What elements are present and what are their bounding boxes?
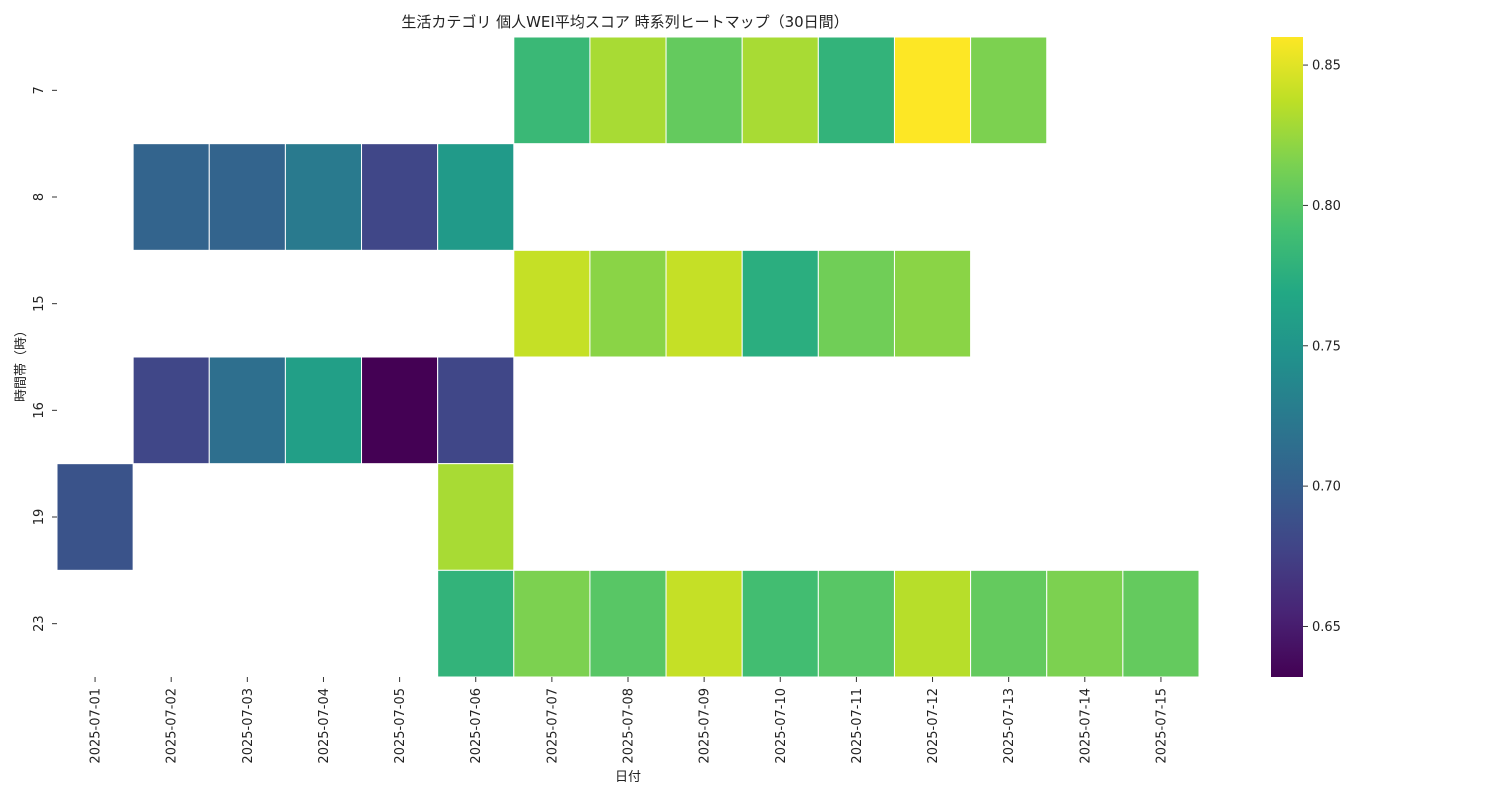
heatmap-cell xyxy=(893,36,972,145)
x-axis: 2025-07-01 2025-07-02 2025-07-03 2025-07-04… xyxy=(89,677,1169,764)
x-tick-label: 2025-07-04 xyxy=(317,688,332,764)
heatmap-cell xyxy=(284,356,363,465)
heatmap-cell xyxy=(589,249,667,358)
heatmap-cell xyxy=(589,36,667,145)
heatmap-cell xyxy=(437,569,515,678)
heatmap-cell xyxy=(208,143,286,251)
heatmap-cell xyxy=(437,463,515,571)
heatmap-cell xyxy=(893,249,972,358)
heatmap-cell xyxy=(817,569,895,678)
heatmap-cell xyxy=(665,249,743,358)
heatmap-cell xyxy=(741,36,819,145)
heatmap-cell xyxy=(665,569,743,678)
chart-title: 生活カテゴリ 個人WEI平均スコア 時系列ヒートマップ（30日間） xyxy=(401,13,848,31)
x-tick-label: 2025-07-07 xyxy=(545,688,560,764)
heatmap-cell xyxy=(970,36,1048,145)
heatmap-cell xyxy=(817,249,895,358)
heatmap-cell xyxy=(284,143,363,251)
heatmap-cell xyxy=(513,249,591,358)
heatmap-cell xyxy=(208,356,286,465)
heatmap-cell xyxy=(1122,569,1200,678)
y-tick-label: 16 xyxy=(32,402,47,419)
heatmap-cell xyxy=(893,569,972,678)
y-tick-label: 8 xyxy=(32,193,47,201)
colorbar-tick-label: 0.70 xyxy=(1312,480,1341,495)
colorbar-tick-label: 0.65 xyxy=(1312,620,1341,635)
y-axis: 7 8 15 16 19 23 xyxy=(32,86,57,632)
heatmap-cell xyxy=(817,36,895,145)
colorbar: 0.65 0.70 0.75 0.80 0.85 xyxy=(1271,37,1341,677)
x-tick-label: 2025-07-08 xyxy=(622,688,637,764)
colorbar-tick-label: 0.80 xyxy=(1312,199,1341,214)
y-tick-label: 15 xyxy=(32,295,47,312)
heatmap-cell xyxy=(970,569,1048,678)
x-tick-label: 2025-07-10 xyxy=(774,688,789,764)
heatmap-cell xyxy=(132,356,210,465)
heatmap-cell xyxy=(513,36,591,145)
heatmap-cell xyxy=(741,569,819,678)
heatmap-cell xyxy=(665,36,743,145)
heatmap-cell xyxy=(1046,569,1124,678)
x-tick-label: 2025-07-14 xyxy=(1078,688,1093,764)
heatmap-cell xyxy=(741,249,819,358)
heatmap-cell xyxy=(589,569,667,678)
heatmap-cell xyxy=(132,143,210,251)
x-axis-label: 日付 xyxy=(615,770,641,785)
heatmap-cell xyxy=(361,143,439,251)
x-tick-label: 2025-07-05 xyxy=(393,688,408,764)
x-tick-label: 2025-07-02 xyxy=(165,688,180,764)
x-tick-label: 2025-07-12 xyxy=(926,688,941,764)
x-tick-label: 2025-07-03 xyxy=(241,688,256,764)
colorbar-tick-label: 0.75 xyxy=(1312,339,1341,354)
x-tick-label: 2025-07-11 xyxy=(850,688,865,764)
y-axis-label: 時間帯（時） xyxy=(14,324,29,402)
y-tick-label: 23 xyxy=(32,615,47,632)
x-tick-label: 2025-07-09 xyxy=(698,688,713,764)
heatmap-cell xyxy=(361,356,439,465)
y-tick-label: 19 xyxy=(32,509,47,526)
colorbar-tick-label: 0.85 xyxy=(1312,59,1341,74)
x-tick-label: 2025-07-15 xyxy=(1154,688,1169,764)
heatmap-cells xyxy=(56,36,1200,678)
heatmap-cell xyxy=(437,356,515,465)
x-tick-label: 2025-07-13 xyxy=(1002,688,1017,764)
heatmap-cell xyxy=(437,143,515,251)
y-tick-label: 7 xyxy=(32,86,47,94)
heatmap-cell xyxy=(513,569,591,678)
x-tick-label: 2025-07-01 xyxy=(89,688,104,764)
colorbar-gradient xyxy=(1271,37,1303,677)
heatmap-cell xyxy=(56,463,134,571)
x-tick-label: 2025-07-06 xyxy=(469,688,484,764)
